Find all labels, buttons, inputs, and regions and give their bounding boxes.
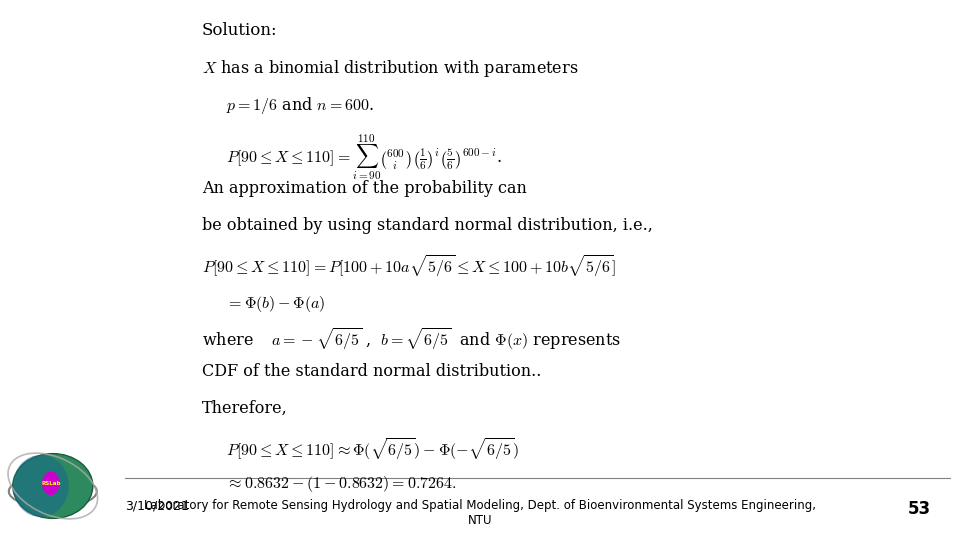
Text: 3/10/2021: 3/10/2021 bbox=[125, 500, 189, 512]
Ellipse shape bbox=[12, 454, 93, 518]
Text: Solution:: Solution: bbox=[202, 22, 277, 38]
Text: An approximation of the probability can: An approximation of the probability can bbox=[202, 180, 526, 197]
Text: be obtained by using standard normal distribution, i.e.,: be obtained by using standard normal dis… bbox=[202, 217, 653, 234]
Text: Therefore,: Therefore, bbox=[202, 400, 287, 417]
Text: $\approx 0.8632 - (1 - 0.8632) = 0.7264.$: $\approx 0.8632 - (1 - 0.8632) = 0.7264.… bbox=[226, 474, 456, 494]
Text: $= \Phi(b) - \Phi(a)$: $= \Phi(b) - \Phi(a)$ bbox=[226, 294, 325, 314]
Ellipse shape bbox=[12, 455, 69, 517]
Text: where $\quad a = -\sqrt{6/5}$ ,  $b = \sqrt{6/5}$  and $\Phi(x)$ represents: where $\quad a = -\sqrt{6/5}$ , $b = \sq… bbox=[202, 327, 620, 353]
Text: 53: 53 bbox=[908, 500, 931, 517]
Text: $p=1/6$ and $n=600$.: $p=1/6$ and $n=600$. bbox=[226, 95, 373, 116]
Text: $P[90 \leq X \leq 110] \approx \Phi(\sqrt{6/5}) - \Phi(-\sqrt{6/5})$: $P[90 \leq X \leq 110] \approx \Phi(\sqr… bbox=[226, 437, 518, 463]
Circle shape bbox=[42, 471, 60, 495]
Text: Laboratory for Remote Sensing Hydrology and Spatial Modeling, Dept. of Bioenviro: Laboratory for Remote Sensing Hydrology … bbox=[144, 500, 816, 528]
Text: $P[90 \leq X \leq 110] = \sum_{i=90}^{110} \binom{600}{i} \left(\frac{1}{6}\righ: $P[90 \leq X \leq 110] = \sum_{i=90}^{11… bbox=[226, 132, 501, 182]
Text: CDF of the standard normal distribution..: CDF of the standard normal distribution.… bbox=[202, 363, 541, 380]
Text: $X$ has a binomial distribution with parameters: $X$ has a binomial distribution with par… bbox=[202, 58, 578, 79]
Text: RSLab: RSLab bbox=[41, 481, 60, 486]
Text: $P[90 \leq X \leq 110] = P[100 + 10a\sqrt{5/6} \leq X \leq 100 + 10b\sqrt{5/6}]$: $P[90 \leq X \leq 110] = P[100 + 10a\sqr… bbox=[202, 254, 615, 280]
